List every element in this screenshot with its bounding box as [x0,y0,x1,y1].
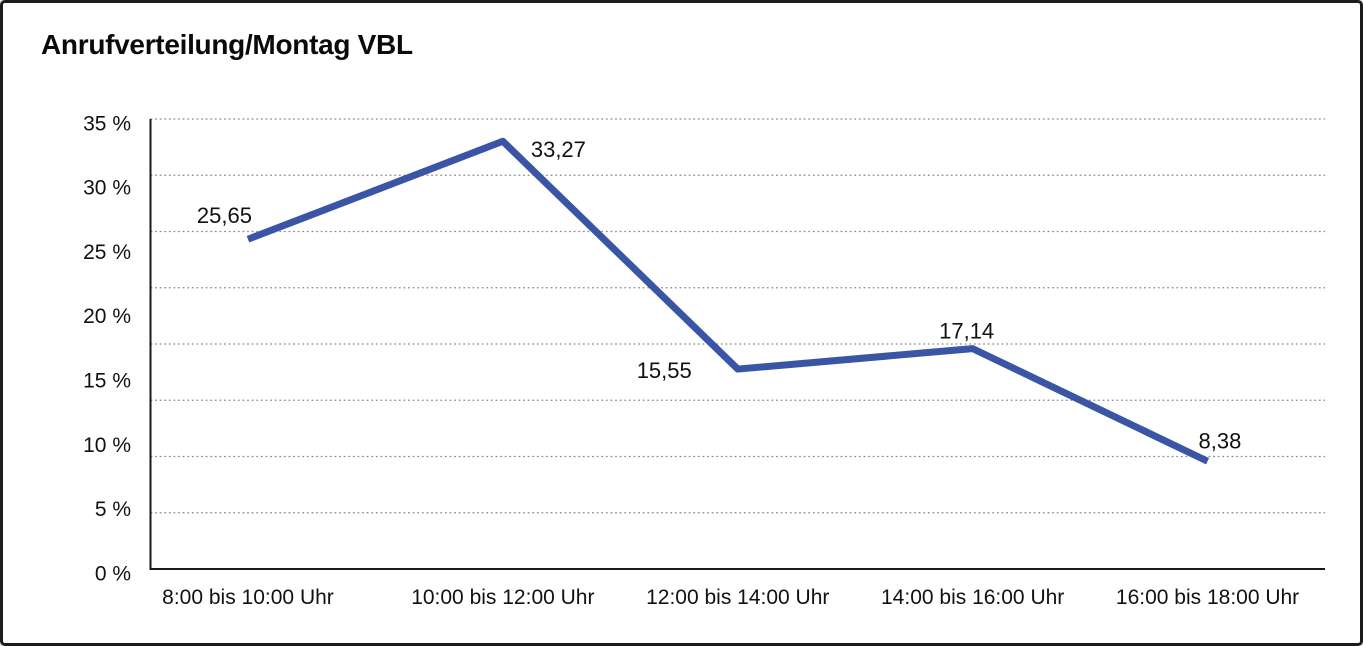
data-label: 25,65 [197,203,252,228]
y-tick-label: 15 % [83,369,131,392]
x-tick-label: 12:00 bis 14:00 Uhr [646,586,829,609]
data-label: 8,38 [1199,428,1242,453]
y-tick-label: 0 % [95,562,131,585]
x-tick-label: 14:00 bis 16:00 Uhr [881,586,1064,609]
data-label: 17,14 [939,319,994,344]
line-chart: 35 % 30 % 25 % 20 % 15 % 10 % 5 % 0 % 8:00 bis 1… [83,112,1325,609]
data-label: 15,55 [637,358,692,383]
x-tick-label: 10:00 bis 12:00 Uhr [411,586,594,609]
x-tick-label: 8:00 bis 10:00 Uhr [162,586,334,609]
y-tick-label: 10 % [83,434,131,457]
y-tick-label: 25 % [83,241,131,264]
x-tick-label: 16:00 bis 18:00 Uhr [1116,586,1299,609]
y-tick-label: 5 % [95,498,131,521]
y-tick-label: 30 % [83,177,131,200]
y-tick-label: 35 % [83,112,131,135]
chart-title: Anrufverteilung/Montag VBL [41,29,413,60]
data-line [246,137,1210,465]
data-label: 33,27 [531,137,586,162]
y-tick-label: 20 % [83,305,131,328]
